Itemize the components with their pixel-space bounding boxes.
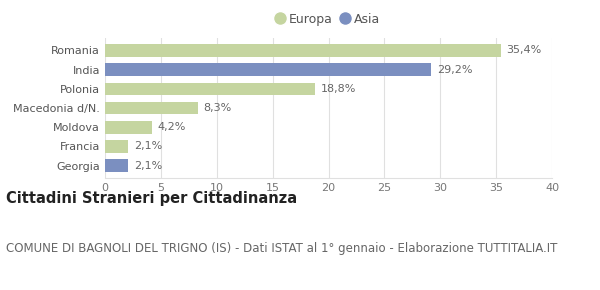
Legend: Europa, Asia: Europa, Asia — [277, 13, 380, 26]
Text: 2,1%: 2,1% — [134, 142, 163, 151]
Bar — [105, 83, 315, 95]
Text: 29,2%: 29,2% — [437, 65, 472, 75]
Text: Cittadini Stranieri per Cittadinanza: Cittadini Stranieri per Cittadinanza — [6, 191, 297, 206]
Bar — [105, 140, 128, 153]
Bar — [105, 63, 431, 76]
Text: 4,2%: 4,2% — [158, 122, 186, 132]
Text: 2,1%: 2,1% — [134, 161, 163, 171]
Text: 35,4%: 35,4% — [506, 45, 541, 55]
Text: COMUNE DI BAGNOLI DEL TRIGNO (IS) - Dati ISTAT al 1° gennaio - Elaborazione TUTT: COMUNE DI BAGNOLI DEL TRIGNO (IS) - Dati… — [6, 242, 557, 255]
Bar — [105, 121, 152, 133]
Text: 18,8%: 18,8% — [320, 84, 356, 94]
Text: 8,3%: 8,3% — [203, 103, 232, 113]
Bar — [105, 102, 198, 114]
Bar — [105, 160, 128, 172]
Bar — [105, 44, 500, 57]
